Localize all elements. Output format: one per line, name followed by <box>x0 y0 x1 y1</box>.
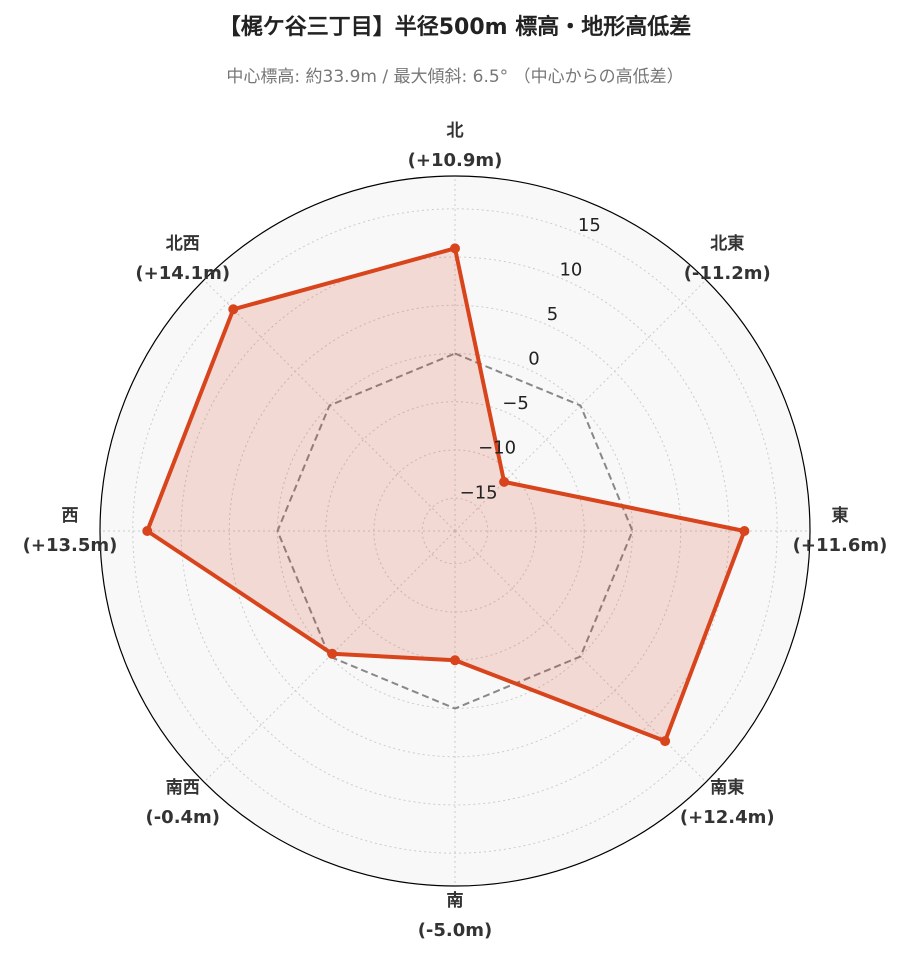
data-point <box>450 655 460 666</box>
r-tick-label: 5 <box>547 304 558 325</box>
data-point <box>739 526 750 536</box>
value-label: (-0.4m) <box>145 807 220 828</box>
grid-spoke <box>203 530 456 783</box>
r-tick-label: 10 <box>559 259 582 280</box>
value-label: (-11.2m) <box>684 263 771 284</box>
r-tick-label: 0 <box>528 349 539 370</box>
data-point <box>327 648 338 659</box>
data-point <box>450 243 460 254</box>
category-label: 南西 <box>166 777 200 798</box>
category-label: 東 <box>832 505 849 526</box>
category-label: 西 <box>62 506 79 526</box>
data-point <box>499 476 510 487</box>
grid-spoke <box>203 279 456 532</box>
value-label: (+12.4m) <box>680 807 775 828</box>
data-point <box>228 304 239 315</box>
value-label: (+11.6m) <box>793 535 888 556</box>
value-label: (+14.1m) <box>135 263 230 284</box>
r-tick-label: −10 <box>478 438 516 459</box>
r-tick-label: −15 <box>460 482 498 503</box>
chart-title: 【梶ケ谷三丁目】半径500m 標高・地形高低差 <box>219 14 692 40</box>
category-label: 北東 <box>710 233 744 254</box>
grid-spoke <box>454 279 707 532</box>
r-tick-label: −5 <box>502 393 529 414</box>
value-label: (+13.5m) <box>23 535 118 556</box>
data-point <box>142 526 153 536</box>
chart-subtitle: 中心標高: 約33.9m / 最大傾斜: 6.5° （中心からの高低差） <box>226 67 683 87</box>
category-label: 北西 <box>166 234 200 254</box>
grid-circle <box>132 208 778 854</box>
data-point <box>660 736 671 747</box>
value-label: (+10.9m) <box>408 150 503 171</box>
category-label: 南東 <box>710 777 744 798</box>
r-tick-label: 15 <box>578 215 601 236</box>
reference-line <box>276 352 634 710</box>
grid-circle <box>325 401 585 661</box>
value-label: (-5.0m) <box>418 920 493 941</box>
category-label: 南 <box>447 890 464 911</box>
grid-circle <box>421 497 489 565</box>
plot-border <box>99 175 811 887</box>
category-label: 北 <box>447 121 464 141</box>
